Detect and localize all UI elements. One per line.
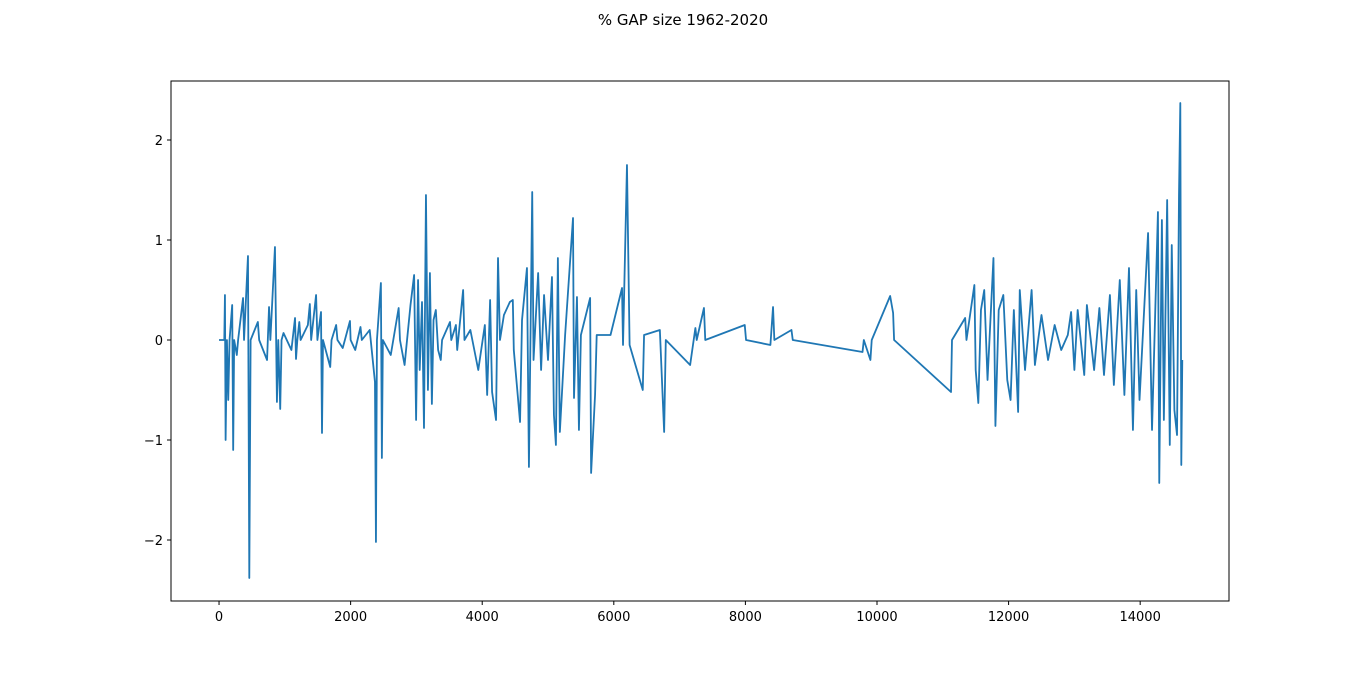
plot-frame xyxy=(170,80,1230,602)
y-tick-label: −1 xyxy=(144,434,163,449)
y-tick-label: 1 xyxy=(155,234,163,249)
x-tick-label: 2000 xyxy=(334,610,367,625)
data-line xyxy=(219,102,1184,579)
chart-title: % GAP size 1962-2020 xyxy=(598,11,768,29)
x-tick-label: 12000 xyxy=(988,610,1029,625)
x-tick-label: 4000 xyxy=(466,610,499,625)
y-tick-label: 2 xyxy=(155,134,163,149)
x-tick-label: 8000 xyxy=(729,610,762,625)
y-tick-label: −2 xyxy=(144,534,163,549)
y-tick-label: 0 xyxy=(155,334,163,349)
x-tick-label: 14000 xyxy=(1119,610,1160,625)
x-tick-label: 10000 xyxy=(856,610,897,625)
x-tick-label: 6000 xyxy=(597,610,630,625)
x-tick-label: 0 xyxy=(215,610,223,625)
